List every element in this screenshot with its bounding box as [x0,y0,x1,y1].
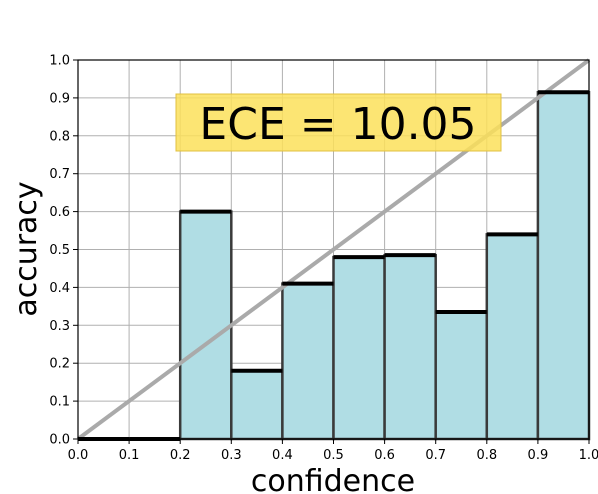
bar [332,255,386,441]
ece-annotation-box [175,93,502,152]
y-tick-label: 0.6 [49,205,70,220]
y-tick-label: 0.1 [49,395,70,410]
x-tick-label: 0.4 [272,448,293,463]
x-tick-label: 0.7 [425,448,446,463]
bar [485,233,540,441]
y-tick-label: 1.0 [49,54,70,69]
y-axis-ticks: 0.0 0.1 0.2 0.3 0.4 0.5 0.6 0.7 0.8 0.9 1.0 [49,54,78,448]
y-tick-label: 0.7 [49,167,70,182]
x-axis-ticks: 0.0 0.1 0.2 0.3 0.4 0.5 0.6 0.7 0.8 0.9 1.0 [68,439,598,463]
x-tick-label: 0.2 [170,448,191,463]
y-tick-label: 0.3 [49,319,70,334]
y-tick-label: 0.9 [49,91,70,106]
y-tick-label: 0.4 [49,281,70,296]
x-tick-label: 0.1 [119,448,140,463]
y-tick-label: 0.8 [49,129,70,144]
x-tick-label: 0.9 [528,448,549,463]
bar [536,90,591,441]
bar [230,369,284,441]
perfect-calibration-line [76,58,591,441]
x-axis-title: confidence [251,464,415,494]
bar [281,282,335,441]
ece-annotation-text: ECE = 10.05 [199,99,476,150]
x-tick-label: 0.8 [476,448,497,463]
bar [383,253,437,441]
x-tick-label: 0.0 [68,448,89,463]
y-tick-label: 0.0 [49,433,70,448]
x-tick-label: 0.3 [221,448,242,463]
y-tick-label: 0.2 [49,357,70,372]
x-tick-label: 1.0 [579,448,598,463]
bar [434,310,489,441]
x-tick-label: 0.6 [374,448,395,463]
ece-annotation: ECE = 10.05 [175,93,502,152]
bar [178,210,233,441]
y-tick-label: 0.5 [49,243,70,258]
y-axis-title: accuracy [9,181,44,316]
x-tick-label: 0.5 [323,448,344,463]
